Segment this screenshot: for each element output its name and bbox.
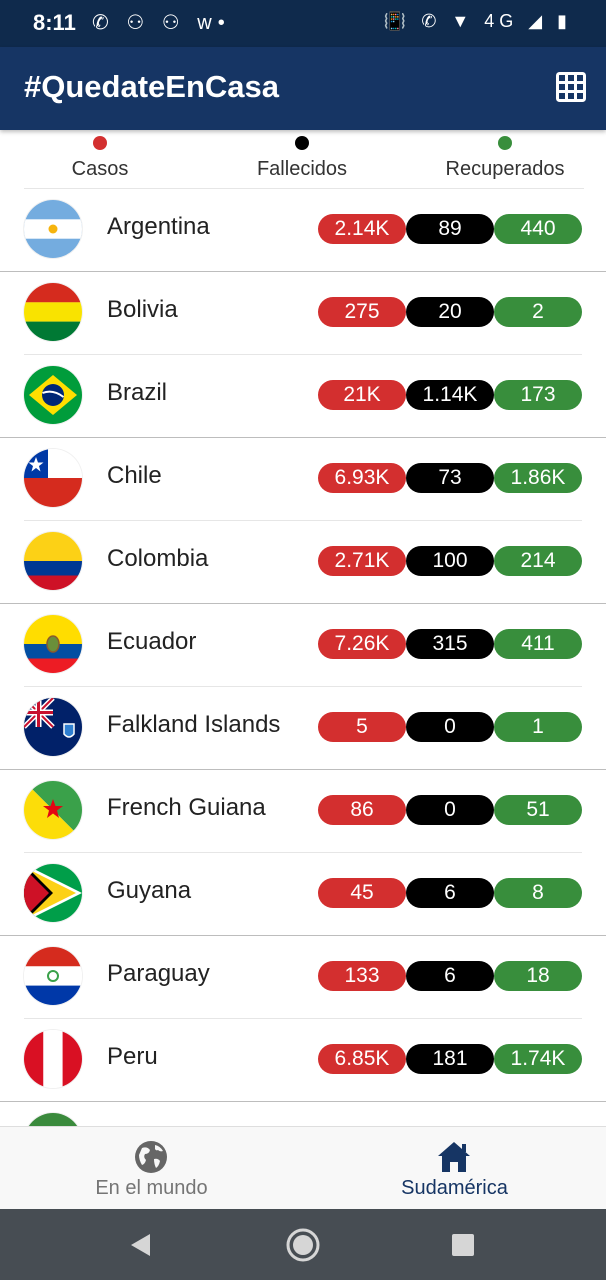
country-name: Brazil — [107, 379, 168, 406]
legend-label: Recuperados — [445, 158, 565, 180]
country-name: Paraguay — [107, 960, 210, 987]
globe-icon — [135, 1141, 167, 1173]
deaths-badge: 0 — [406, 712, 494, 742]
nav-world[interactable]: En el mundo — [0, 1127, 303, 1210]
app-bar: #QuedateEnCasa — [0, 47, 606, 130]
country-name: Ecuador — [107, 628, 197, 655]
legend-item-deaths: Fallecidos — [222, 136, 382, 181]
country-row-paraguay[interactable]: Paraguay 133 6 18 — [0, 936, 606, 1019]
app-title: #QuedateEnCasa — [24, 69, 279, 104]
cases-badge: 2.71K — [318, 546, 406, 576]
cases-badge: 133 — [318, 961, 406, 991]
recovered-badge: 173 — [494, 380, 582, 410]
legend: Casos Fallecidos Recuperados — [24, 130, 584, 189]
french-guiana-flag-icon — [24, 781, 82, 839]
legend-dot-deaths — [295, 136, 309, 150]
country-row-peru[interactable]: Peru 6.85K 181 1.74K — [0, 1019, 606, 1102]
country-row-partial[interactable] — [0, 1102, 606, 1126]
country-name: Colombia — [107, 545, 209, 572]
country-row-falkland-islands[interactable]: Falkland Islands 5 0 1 — [0, 687, 606, 770]
next-flag-icon — [24, 1113, 82, 1126]
paraguay-flag-icon — [24, 947, 82, 1005]
peru-flag-icon — [24, 1030, 82, 1088]
back-icon[interactable] — [122, 1226, 160, 1264]
legend-dot-recovered — [498, 136, 512, 150]
deaths-badge: 6 — [406, 961, 494, 991]
recovered-badge: 1 — [494, 712, 582, 742]
ecuador-flag-icon — [24, 615, 82, 673]
country-row-brazil[interactable]: Brazil 21K 1.14K 173 — [0, 355, 606, 438]
legend-item-recovered: Recuperados — [425, 136, 585, 181]
cases-badge: 5 — [318, 712, 406, 742]
recents-icon[interactable] — [444, 1226, 482, 1264]
recovered-badge: 214 — [494, 546, 582, 576]
country-name: Guyana — [107, 877, 192, 904]
deaths-badge: 1.14K — [406, 380, 494, 410]
home-icon — [438, 1142, 470, 1172]
country-row-argentina[interactable]: Argentina 2.14K 89 440 — [0, 189, 606, 272]
recovered-badge: 8 — [494, 878, 582, 908]
grid-icon[interactable] — [556, 72, 586, 102]
nav-south-america[interactable]: Sudamérica — [303, 1127, 606, 1210]
argentina-flag-icon — [24, 200, 82, 258]
recovered-badge: 411 — [494, 629, 582, 659]
country-row-ecuador[interactable]: Ecuador 7.26K 315 411 — [0, 604, 606, 687]
guyana-flag-icon — [24, 864, 82, 922]
brazil-flag-icon — [24, 366, 82, 424]
country-row-guyana[interactable]: Guyana 45 6 8 — [0, 853, 606, 936]
recovered-badge: 440 — [494, 214, 582, 244]
country-list[interactable]: Argentina 2.14K 89 440 Bolivia 275 20 2 … — [0, 189, 606, 1126]
country-name: Argentina — [107, 213, 210, 240]
deaths-badge: 100 — [406, 546, 494, 576]
country-row-french-guiana[interactable]: French Guiana 86 0 51 — [0, 770, 606, 853]
recovered-badge: 2 — [494, 297, 582, 327]
recovered-badge: 18 — [494, 961, 582, 991]
cases-badge: 21K — [318, 380, 406, 410]
cases-badge: 6.93K — [318, 463, 406, 493]
cases-badge: 6.85K — [318, 1044, 406, 1074]
country-name: Bolivia — [107, 296, 178, 323]
legend-item-cases: Casos — [20, 136, 180, 181]
legend-label: Casos — [71, 158, 129, 180]
cases-badge: 7.26K — [318, 629, 406, 659]
deaths-badge: 181 — [406, 1044, 494, 1074]
colombia-flag-icon — [24, 532, 82, 590]
notification-icons: ✆ ⚇ ⚇ w• — [92, 12, 231, 34]
nav-world-label: En el mundo — [95, 1177, 208, 1199]
falkland-islands-flag-icon — [24, 698, 82, 756]
cases-badge: 2.14K — [318, 214, 406, 244]
cases-badge: 275 — [318, 297, 406, 327]
recovered-badge: 1.86K — [494, 463, 582, 493]
cases-badge: 45 — [318, 878, 406, 908]
nav-south-america-label: Sudamérica — [401, 1177, 508, 1199]
country-row-chile[interactable]: Chile 6.93K 73 1.86K — [0, 438, 606, 521]
country-name: Chile — [107, 462, 162, 489]
recovered-badge: 51 — [494, 795, 582, 825]
deaths-badge: 73 — [406, 463, 494, 493]
country-row-bolivia[interactable]: Bolivia 275 20 2 — [0, 272, 606, 355]
recovered-badge: 1.74K — [494, 1044, 582, 1074]
legend-label: Fallecidos — [256, 158, 348, 180]
home-circle-icon[interactable] — [284, 1226, 322, 1264]
legend-dot-cases — [93, 136, 107, 150]
status-bar: 8:11 ✆ ⚇ ⚇ w• 📳 ✆ ▼ 4G ◢ ▮ — [0, 0, 606, 47]
deaths-badge: 0 — [406, 795, 494, 825]
deaths-badge: 89 — [406, 214, 494, 244]
country-row-colombia[interactable]: Colombia 2.71K 100 214 — [0, 521, 606, 604]
system-nav-bar — [0, 1209, 606, 1280]
bottom-nav: En el mundo Sudamérica — [0, 1126, 606, 1210]
country-name: Falkland Islands — [107, 711, 281, 738]
cases-badge: 86 — [318, 795, 406, 825]
bolivia-flag-icon — [24, 283, 82, 341]
deaths-badge: 315 — [406, 629, 494, 659]
chile-flag-icon — [24, 449, 82, 507]
country-name: Peru — [107, 1043, 158, 1070]
system-status-icons: 📳 ✆ ▼ 4G ◢ ▮ — [383, 11, 572, 31]
status-time: 8:11 — [33, 10, 76, 35]
deaths-badge: 20 — [406, 297, 494, 327]
deaths-badge: 6 — [406, 878, 494, 908]
country-name: French Guiana — [107, 794, 266, 821]
